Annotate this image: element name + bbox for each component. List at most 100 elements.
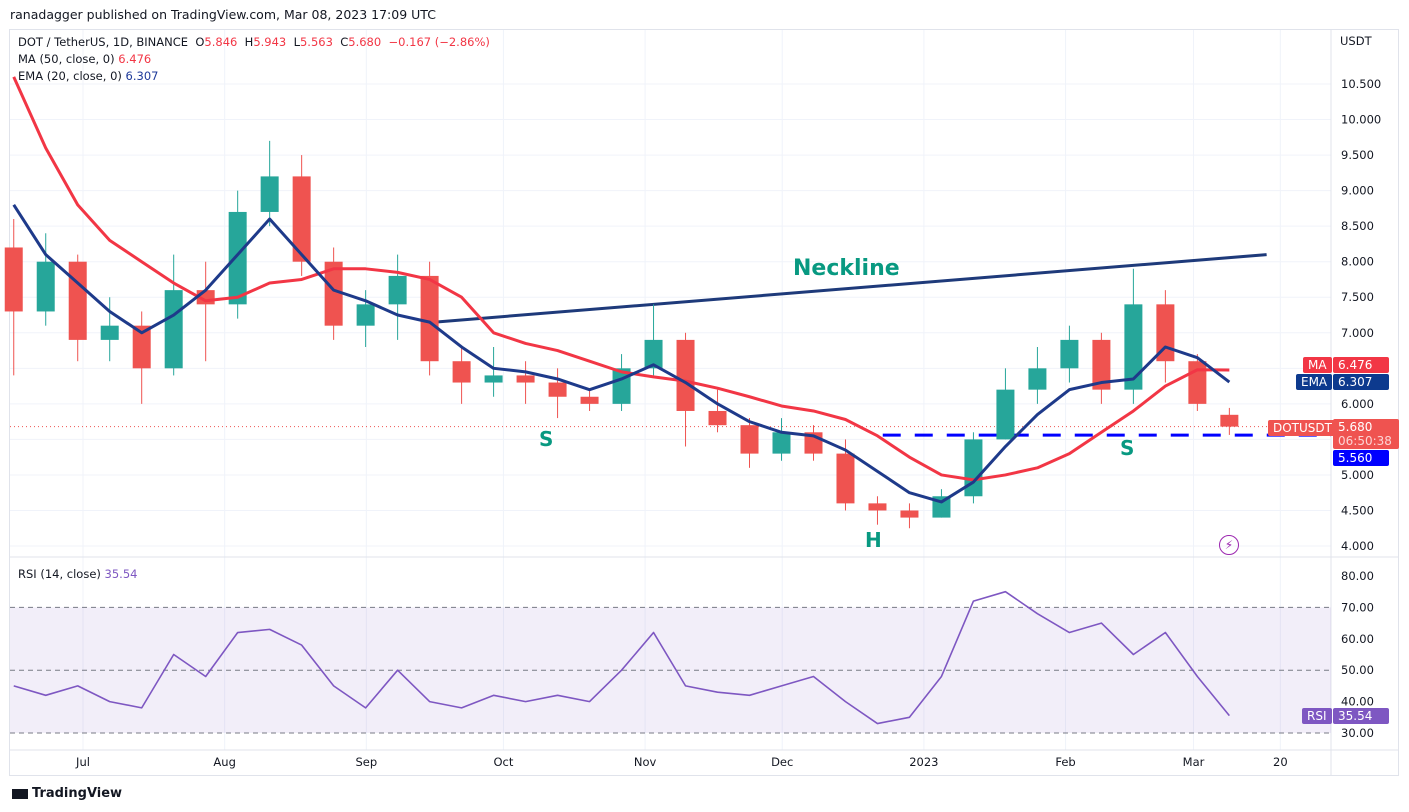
bar-countdown: 06:50:38 (1338, 434, 1392, 448)
rsi-tick: 60.00 (1341, 632, 1374, 646)
price-tick: 7.500 (1341, 290, 1374, 304)
candle-body (708, 410, 727, 426)
rsi-tick: 40.00 (1341, 695, 1374, 709)
time-tick: 20 (1273, 755, 1288, 769)
candle-body (772, 432, 791, 454)
candle-body (1092, 339, 1111, 390)
candle-body (644, 339, 663, 369)
tradingview-logo[interactable]: TradingView (12, 786, 122, 801)
candle-body (292, 176, 311, 262)
candle-body (900, 510, 919, 518)
ema-value: 6.307 (125, 69, 159, 83)
ma-legend[interactable]: MA (50, close, 0) 6.476 (18, 52, 151, 66)
time-tick: Feb (1055, 755, 1075, 769)
candle-body (420, 275, 439, 362)
candle-body (388, 275, 407, 305)
symbol-legend[interactable]: DOT / TetherUS, 1D, BINANCE O5.846 H5.94… (18, 35, 490, 49)
high-value: 5.943 (253, 35, 287, 49)
price-tick: 5.000 (1341, 468, 1374, 482)
right-shoulder-annotation: S (1120, 436, 1135, 460)
candle-body (1060, 339, 1079, 369)
ema-price-tag: 6.307 (1333, 374, 1389, 390)
ema-label: EMA (20, close, 0) (18, 69, 122, 83)
ema-tag: EMA (1296, 374, 1333, 390)
candle-body (132, 325, 151, 369)
candle-body (68, 261, 87, 340)
brand-name: TradingView (32, 786, 123, 801)
time-tick: Jul (75, 755, 90, 769)
head-annotation: H (865, 528, 882, 552)
price-tick: 6.000 (1341, 397, 1374, 411)
candle-body (676, 339, 695, 411)
rsi-value: 35.54 (104, 567, 138, 581)
publisher-line: ranadagger published on TradingView.com,… (10, 7, 436, 22)
candle-body (484, 375, 503, 383)
candle-body (1220, 414, 1239, 427)
support-price-tag: 5.560 (1333, 450, 1389, 466)
close-label: C (340, 35, 349, 49)
candle-body (4, 247, 23, 312)
left-shoulder-annotation: S (539, 427, 554, 451)
tradingview-logo-icon (12, 788, 28, 799)
time-tick: Mar (1183, 755, 1205, 769)
time-tick: Dec (771, 755, 793, 769)
rsi-legend[interactable]: RSI (14, close) 35.54 (18, 567, 137, 581)
candle-body (548, 382, 567, 397)
time-tick: Sep (355, 755, 377, 769)
ma50-line (12, 76, 1230, 482)
candle-body (580, 396, 599, 404)
high-label: H (244, 35, 254, 49)
candle-body (740, 425, 759, 454)
currency-label: USDT (1340, 34, 1372, 48)
candle-body (836, 453, 855, 504)
price-tick: 4.000 (1341, 539, 1374, 553)
open-value: 5.846 (204, 35, 238, 49)
time-tick: 2023 (909, 755, 938, 769)
price-tick: 4.500 (1341, 503, 1374, 517)
candle-body (36, 261, 55, 312)
candle-body (1124, 304, 1143, 390)
candle-body (452, 361, 471, 383)
price-tick: 8.500 (1341, 219, 1374, 233)
symbol-tag: DOTUSDT (1268, 420, 1337, 436)
candle-body (868, 503, 887, 511)
last-price-tag: 5.680 06:50:38 (1333, 419, 1399, 449)
ma-tag: MA (1303, 357, 1332, 373)
price-tick: 8.000 (1341, 255, 1374, 269)
price-tick: 9.500 (1341, 148, 1374, 162)
last-price: 5.680 (1338, 420, 1373, 434)
low-value: 5.563 (299, 35, 333, 49)
candle-body (164, 290, 183, 369)
ma-value: 6.476 (118, 52, 152, 66)
rsi-tag: RSI (1302, 708, 1332, 724)
ema-legend[interactable]: EMA (20, close, 0) 6.307 (18, 69, 158, 83)
rsi-line (13, 590, 1230, 725)
candle-body (516, 375, 535, 383)
candle-body (228, 211, 247, 305)
rsi-tick: 30.00 (1341, 726, 1374, 740)
time-tick: Oct (493, 755, 513, 769)
rsi-value-tag: 35.54 (1333, 708, 1389, 724)
neckline-annotation: Neckline (793, 256, 900, 281)
lightning-icon[interactable]: ⚡ (1219, 535, 1239, 555)
price-tick: 9.000 (1341, 184, 1374, 198)
candle-body (260, 176, 279, 212)
candle-body (100, 325, 119, 340)
candle-body (964, 439, 983, 497)
low-label: L (293, 35, 300, 49)
candle-body (324, 261, 343, 326)
change-value: −0.167 (−2.86%) (388, 35, 490, 49)
price-tick: 7.000 (1341, 326, 1374, 340)
open-label: O (195, 35, 205, 49)
neckline-trendline[interactable] (425, 253, 1267, 325)
symbol-title: DOT / TetherUS, 1D, BINANCE (18, 35, 189, 49)
time-tick: Aug (213, 755, 235, 769)
rsi-tick: 80.00 (1341, 569, 1374, 583)
ma-price-tag: 6.476 (1333, 357, 1389, 373)
chart-frame (9, 29, 1399, 776)
candle-body (1188, 361, 1207, 404)
close-value: 5.680 (348, 35, 382, 49)
rsi-tick: 50.00 (1341, 663, 1374, 677)
price-tick: 10.500 (1341, 77, 1381, 91)
